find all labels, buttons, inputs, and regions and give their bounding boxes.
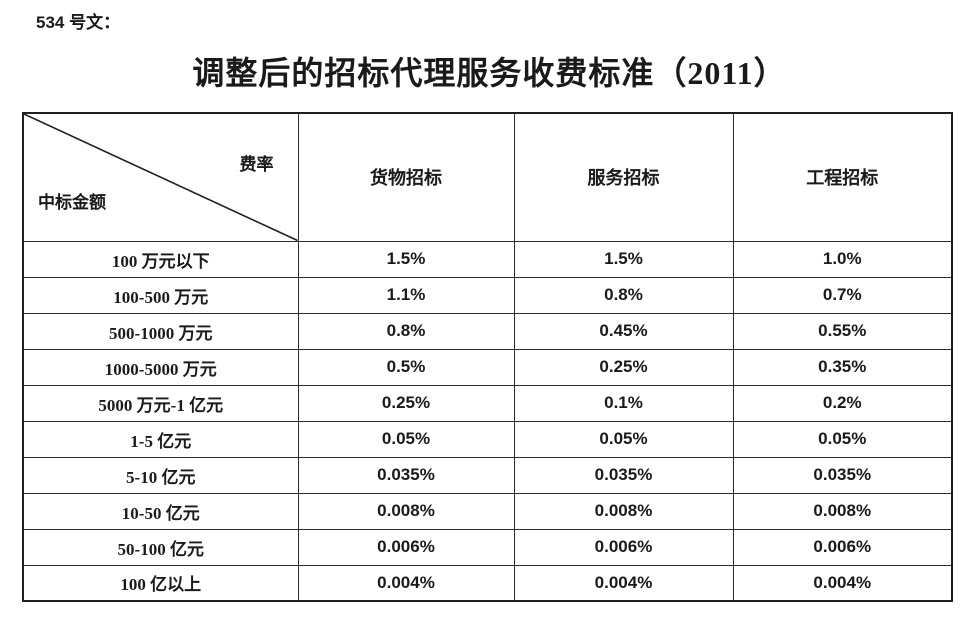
table-row: 10-50 亿元 0.008% 0.008% 0.008% (22, 492, 953, 530)
fee-value: 1.0% (732, 240, 953, 278)
fee-value: 0.8% (297, 312, 515, 350)
row-label: 5-10 亿元 (22, 456, 299, 494)
fee-value: 0.006% (732, 528, 953, 566)
fee-value: 1.5% (297, 240, 515, 278)
fee-value: 0.7% (732, 276, 953, 314)
fee-value: 0.1% (513, 384, 734, 422)
table-row: 100 万元以下 1.5% 1.5% 1.0% (22, 240, 953, 278)
diagonal-divider-icon (24, 114, 298, 241)
fee-value: 0.05% (732, 420, 953, 458)
fee-value: 1.5% (513, 240, 734, 278)
row-label: 100-500 万元 (22, 276, 299, 314)
row-label: 10-50 亿元 (22, 492, 299, 530)
fee-value: 0.5% (297, 348, 515, 386)
fee-value: 0.035% (732, 456, 953, 494)
fee-value: 0.2% (732, 384, 953, 422)
fee-value: 0.35% (732, 348, 953, 386)
doc-number: 534 号文： (36, 13, 121, 32)
fee-value: 1.1% (297, 276, 515, 314)
fee-value: 0.45% (513, 312, 734, 350)
table-row: 100 亿以上 0.004% 0.004% 0.004% (22, 564, 953, 602)
row-label: 1-5 亿元 (22, 420, 299, 458)
fee-value: 0.006% (513, 528, 734, 566)
fee-value: 0.035% (513, 456, 734, 494)
table-row: 100-500 万元 1.1% 0.8% 0.7% (22, 276, 953, 314)
fee-value: 0.008% (297, 492, 515, 530)
fee-value: 0.55% (732, 312, 953, 350)
row-label: 1000-5000 万元 (22, 348, 299, 386)
row-label: 100 亿以上 (22, 564, 299, 602)
column-header-goods: 货物招标 (297, 112, 515, 242)
corner-label-rate: 费率 (239, 155, 274, 174)
corner-cell: 费率 中标金额 (22, 112, 299, 242)
fee-value: 0.004% (732, 564, 953, 602)
table-row: 5-10 亿元 0.035% 0.035% 0.035% (22, 456, 953, 494)
fee-value: 0.05% (297, 420, 515, 458)
table-row: 1-5 亿元 0.05% 0.05% 0.05% (22, 420, 953, 458)
fee-value: 0.25% (513, 348, 734, 386)
page-title: 调整后的招标代理服务收费标准（2011） (192, 55, 787, 91)
table-row: 5000 万元-1 亿元 0.25% 0.1% 0.2% (22, 384, 953, 422)
table-row: 50-100 亿元 0.006% 0.006% 0.006% (22, 528, 953, 566)
column-header-engineering: 工程招标 (732, 112, 953, 242)
fee-value: 0.006% (297, 528, 515, 566)
fee-value: 0.25% (297, 384, 515, 422)
fee-value: 0.05% (513, 420, 734, 458)
column-header-service: 服务招标 (513, 112, 734, 242)
fee-value: 0.004% (297, 564, 515, 602)
fee-value: 0.008% (513, 492, 734, 530)
table-row: 500-1000 万元 0.8% 0.45% 0.55% (22, 312, 953, 350)
fee-value: 0.035% (297, 456, 515, 494)
fee-value: 0.8% (513, 276, 734, 314)
corner-label-amount: 中标金额 (38, 193, 106, 212)
row-label: 500-1000 万元 (22, 312, 299, 350)
fee-table: 费率 中标金额 货物招标 服务招标 工程招标 100 万元以下 1.5% 1.5… (22, 112, 953, 602)
fee-value: 0.004% (513, 564, 734, 602)
header-row: 费率 中标金额 货物招标 服务招标 工程招标 (22, 112, 953, 242)
row-label: 5000 万元-1 亿元 (22, 384, 299, 422)
table-row: 1000-5000 万元 0.5% 0.25% 0.35% (22, 348, 953, 386)
row-label: 50-100 亿元 (22, 528, 299, 566)
row-label: 100 万元以下 (22, 240, 299, 278)
fee-value: 0.008% (732, 492, 953, 530)
